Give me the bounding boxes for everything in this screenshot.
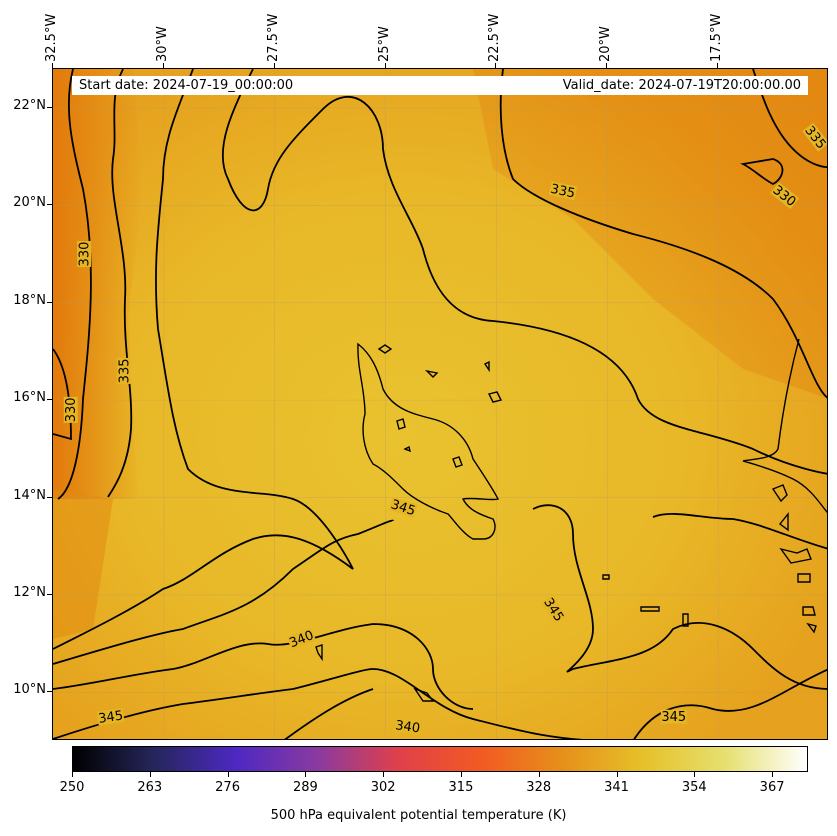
lon-tick-label: 32.5°W (44, 13, 59, 62)
lat-tick-label: 12°N (13, 584, 46, 600)
colorbar (72, 746, 808, 772)
colorbar-tick-mark (72, 772, 73, 777)
lat-tick-label: 20°N (13, 195, 46, 211)
lat-tick-label: 18°N (13, 292, 46, 308)
contour-label: 345 (660, 709, 687, 725)
colorbar-tick-mark (616, 772, 618, 777)
colorbar-label: 500 hPa equivalent potential temperature… (270, 808, 567, 823)
field-shade-west (53, 489, 113, 639)
colorbar-tick-mark (460, 772, 462, 777)
colorbar-tick-mark (227, 772, 229, 777)
lat-tick-mark (47, 106, 52, 108)
lat-tick-mark (47, 301, 52, 303)
contour-label-text: 340 (394, 718, 421, 736)
contour-label-text: 330 (64, 397, 79, 422)
map-panel: 330 330 335 335 335 330 345 345 340 345 340 345 (52, 68, 828, 740)
lat-tick-mark (47, 691, 52, 693)
contour-label: 330 (77, 241, 93, 268)
lon-tick-label: 27.5°W (265, 13, 281, 62)
colorbar-tick-label: 354 (681, 780, 707, 795)
lat-tick-mark (47, 204, 52, 206)
start-date-label: Start date: 2024-07-19_00:00:00 (79, 78, 294, 93)
colorbar-tick-label: 302 (370, 780, 396, 795)
lon-tick-mark (273, 63, 275, 68)
contour-label-text: 335 (549, 182, 576, 202)
valid-date-label: Valid_date: 2024-07-19T20:00:00.00 (562, 78, 801, 93)
contour-label-text: 345 (389, 497, 417, 519)
colorbar-tick-label: 250 (59, 780, 85, 795)
lon-tick-mark (717, 63, 719, 68)
contour-label: 345 (96, 707, 125, 727)
field-shade-northeast (473, 69, 827, 399)
lat-tick-label: 14°N (13, 487, 46, 503)
contour-label: 340 (393, 717, 422, 737)
colorbar-tick-mark (149, 772, 151, 777)
colorbar-tick-mark (772, 772, 774, 777)
contour-label-text: 345 (97, 708, 124, 726)
lon-tick-label: 22.5°W (487, 13, 503, 62)
lon-tick-mark (495, 63, 497, 68)
colorbar-tick-label: 276 (215, 780, 240, 795)
contour-label: 335 (116, 357, 132, 384)
lat-tick-label: 16°N (13, 390, 46, 406)
colorbar-tick-label: 341 (604, 780, 629, 795)
contour-label: 330 (63, 396, 79, 423)
lon-tick-label: 25°W (376, 26, 392, 62)
lat-tick-label: 10°N (13, 682, 46, 698)
colorbar-tick-label: 328 (526, 780, 552, 795)
colorbar-tick-label: 289 (292, 780, 318, 795)
colorbar-tick-label: 367 (759, 780, 785, 795)
lat-tick-label: 22°N (13, 97, 46, 113)
contour-lines (53, 69, 827, 739)
contour-label-text: 345 (661, 710, 686, 725)
contour-label-text: 330 (78, 242, 93, 267)
lon-tick-mark (384, 63, 386, 68)
lat-tick-mark (47, 593, 52, 595)
field-shade-northwest (53, 69, 143, 499)
date-info-bar: Start date: 2024-07-19_00:00:00 Valid_da… (72, 76, 808, 95)
lon-tick-mark (52, 63, 53, 68)
lon-tick-mark (606, 63, 608, 68)
lon-tick-label: 30°W (154, 26, 170, 62)
colorbar-tick-label: 315 (448, 780, 474, 795)
lat-tick-mark (47, 496, 52, 498)
contour-label: 345 (388, 496, 418, 519)
contour-label-text: 335 (117, 358, 132, 383)
colorbar-tick-mark (538, 772, 540, 777)
colorbar-tick-mark (383, 772, 385, 777)
colorbar-tick-mark (305, 772, 307, 777)
lon-tick-mark (162, 63, 164, 68)
contour-label: 335 (548, 181, 578, 202)
lon-tick-label: 17.5°W (709, 13, 725, 62)
colorbar-tick-mark (694, 772, 696, 777)
lon-tick-label: 20°W (598, 26, 614, 62)
lat-tick-mark (47, 399, 52, 401)
colorbar-tick-label: 263 (137, 780, 163, 795)
